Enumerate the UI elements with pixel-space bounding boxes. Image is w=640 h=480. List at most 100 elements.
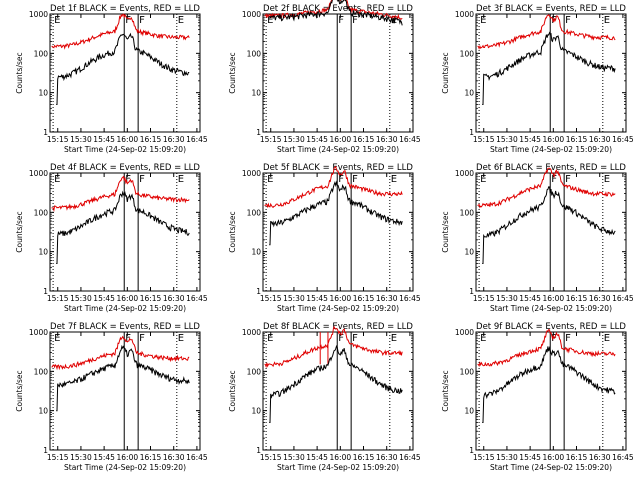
panel-title: Det 8f BLACK = Events, RED = LLD (263, 322, 413, 332)
y-tick-label: 1000 (455, 169, 474, 178)
y-tick-label: 10 (251, 248, 261, 257)
x-tick-label: 16:45 (399, 135, 421, 144)
x-tick-label: 16:00 (117, 453, 139, 462)
y-tick-label: 1000 (29, 169, 48, 178)
y-axis-label: Counts/sec (441, 52, 450, 93)
y-tick-label: 1000 (29, 328, 48, 337)
y-tick-label: 100 (247, 49, 262, 58)
y-tick-label: 1 (469, 446, 474, 455)
y-tick-label: 100 (247, 208, 262, 217)
x-tick-label: 16:15 (353, 135, 375, 144)
x-tick-label: 15:15 (47, 135, 69, 144)
marker-label: F (565, 333, 571, 344)
lld-series-line (477, 167, 616, 209)
x-tick-label: 15:30 (496, 294, 518, 303)
y-tick-label: 10 (464, 89, 474, 98)
lld-series-line (264, 165, 403, 209)
marker-label: F (125, 174, 131, 185)
x-tick-label: 16:15 (566, 135, 588, 144)
y-tick-label: 10 (38, 407, 48, 416)
y-tick-label: 1000 (455, 10, 474, 19)
plot-frame (49, 331, 201, 451)
panel-title: Det 7f BLACK = Events, RED = LLD (50, 322, 200, 332)
x-axis-label: Start Time (24-Sep-02 15:09:20) (64, 304, 186, 313)
marker-label: F (125, 15, 131, 26)
plot-frame (475, 331, 627, 451)
y-tick-label: 100 (34, 367, 49, 376)
detector-panel: Det 6f BLACK = Events, RED = LLD 1 10 100 10… (441, 163, 634, 313)
x-tick-label: 15:45 (519, 135, 541, 144)
x-tick-label: 15:15 (473, 453, 495, 462)
y-tick-label: 1 (256, 287, 261, 296)
marker-label: E (267, 333, 273, 344)
x-tick-label: 15:45 (519, 453, 541, 462)
plot-frame (262, 13, 414, 133)
x-axis-label: Start Time (24-Sep-02 15:09:20) (277, 145, 399, 154)
x-tick-label: 15:45 (306, 294, 328, 303)
events-series-line (56, 344, 190, 412)
x-tick-label: 15:30 (70, 294, 92, 303)
y-tick-label: 100 (34, 208, 49, 217)
marker-label: E (54, 15, 60, 26)
events-series-line (269, 180, 403, 246)
x-axis-label: Start Time (24-Sep-02 15:09:20) (64, 463, 186, 472)
marker-label: F (338, 15, 344, 26)
detector-panel: Det 1f BLACK = Events, RED = LLD 1 10 100 10… (15, 4, 208, 154)
x-tick-label: 16:45 (186, 453, 208, 462)
marker-label: E (54, 174, 60, 185)
detector-panel: Det 9f BLACK = Events, RED = LLD 1 10 100 10… (441, 322, 634, 472)
y-tick-label: 1 (43, 287, 48, 296)
x-axis-label: Start Time (24-Sep-02 15:09:20) (490, 463, 612, 472)
y-tick-label: 1000 (455, 328, 474, 337)
marker-label: F (338, 333, 344, 344)
plot-frame (49, 172, 201, 292)
x-tick-label: 16:45 (399, 453, 421, 462)
detector-panel: Det 3f BLACK = Events, RED = LLD 1 10 100 10… (441, 4, 634, 154)
x-tick-label: 16:30 (163, 294, 185, 303)
x-tick-label: 15:30 (496, 453, 518, 462)
y-tick-label: 10 (464, 407, 474, 416)
x-tick-label: 16:30 (589, 135, 611, 144)
x-tick-label: 15:45 (306, 135, 328, 144)
x-tick-label: 16:45 (612, 453, 634, 462)
y-axis-label: Counts/sec (228, 52, 237, 93)
detector-panel: Det 7f BLACK = Events, RED = LLD 1 10 100 10… (15, 322, 208, 472)
x-tick-label: 16:30 (589, 453, 611, 462)
x-tick-label: 16:15 (566, 453, 588, 462)
y-tick-label: 1000 (29, 10, 48, 19)
x-axis-label: Start Time (24-Sep-02 15:09:20) (277, 304, 399, 313)
x-tick-label: 16:00 (330, 135, 352, 144)
x-tick-label: 15:30 (496, 135, 518, 144)
x-axis-label: Start Time (24-Sep-02 15:09:20) (490, 304, 612, 313)
y-axis-label: Counts/sec (441, 370, 450, 411)
detector-panel: Det 2f BLACK = Events, RED = LLD 1 10 100 10… (228, 0, 421, 154)
x-tick-label: 15:30 (70, 135, 92, 144)
panel-title: Det 1f BLACK = Events, RED = LLD (50, 4, 200, 14)
x-tick-label: 16:15 (353, 294, 375, 303)
marker-label: F (352, 333, 358, 344)
x-tick-label: 16:00 (543, 135, 565, 144)
marker-label: F (551, 174, 557, 185)
marker-label: E (391, 174, 397, 185)
y-tick-label: 1 (256, 128, 261, 137)
marker-label: E (267, 15, 273, 26)
x-tick-label: 15:45 (93, 453, 115, 462)
y-tick-label: 10 (38, 89, 48, 98)
lld-spike (319, 332, 329, 365)
y-tick-label: 10 (251, 407, 261, 416)
lld-series-line (51, 335, 190, 371)
y-axis-label: Counts/sec (15, 370, 24, 411)
marker-label: E (604, 333, 610, 344)
lld-series-line (477, 328, 616, 367)
panel-title: Det 9f BLACK = Events, RED = LLD (476, 322, 626, 332)
x-tick-label: 16:15 (140, 453, 162, 462)
y-axis-label: Counts/sec (228, 370, 237, 411)
marker-label: E (391, 333, 397, 344)
plot-frame (475, 13, 627, 133)
marker-label: F (565, 174, 571, 185)
x-tick-label: 15:15 (260, 135, 282, 144)
x-tick-label: 16:15 (140, 135, 162, 144)
x-tick-label: 15:45 (306, 453, 328, 462)
marker-label: F (125, 333, 131, 344)
